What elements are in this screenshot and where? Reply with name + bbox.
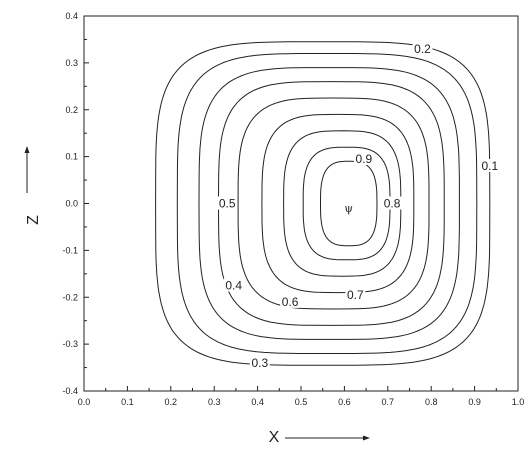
y-tick-label: 0.2 [65,105,78,115]
contours-layer [155,41,491,366]
contour-line-0.5 [237,97,430,310]
contour-line-0.8 [302,146,391,261]
psi-center-label: ψ [344,202,353,215]
contour-label-bg [382,196,403,210]
contour-line-0.1 [155,41,491,366]
x-tick-label: 0.0 [78,397,91,407]
contour-label-bg [345,287,366,301]
contour-label-bg [217,196,238,210]
contour-line-0.6 [261,113,415,294]
y-tick-label: -0.4 [62,386,78,396]
x-tick-label: 0.8 [425,397,438,407]
y-tick-label: 0.1 [65,152,78,162]
contour-label-bg [353,152,374,165]
contour-label-0.9: 0.9 [356,152,373,166]
plot-frame [83,15,519,392]
contour-labels-layer: 0.1 0.2 0.3 0.4 0.5 0.6 0.7 0.8 0.9 [217,41,500,370]
x-tick-label: 1.0 [512,397,525,407]
contour-label-0.2: 0.2 [414,42,431,56]
x-tick-label: 0.2 [165,397,178,407]
x-axis-arrow [285,435,370,441]
contour-label-bg [412,41,433,55]
contour-line-0.3 [198,67,460,340]
contour-label-0.7: 0.7 [347,288,364,302]
y-tick-label: 0.4 [65,11,78,21]
contour-label-0.6: 0.6 [282,295,299,309]
contour-line-0.2 [176,53,478,354]
x-axis-label: X [269,429,280,446]
y-tick-label: 0.0 [65,199,78,209]
y-axis-arrow [24,146,30,193]
contour-line-0.9 [320,160,378,247]
y-axis-label: Z [25,215,42,225]
y-tick-label: 0.3 [65,58,78,68]
x-tick-label: 0.7 [382,397,395,407]
contour-line-0.7 [283,130,402,277]
contour-label-0.8: 0.8 [384,197,401,211]
contour-label-0.5: 0.5 [219,197,236,211]
contour-label-bg [223,278,244,292]
contour-label-0.4: 0.4 [225,279,242,293]
y-tick-label: -0.3 [62,339,78,349]
y-tick-label: -0.2 [62,292,78,302]
contour-label-0.1: 0.1 [481,159,498,173]
contour-label-bg [479,159,500,172]
contour-label-bg [249,355,270,369]
x-tick-label: 0.6 [338,397,351,407]
x-tick-label: 0.1 [121,397,134,407]
x-tick-label: 0.3 [208,397,221,407]
x-tick-label: 0.5 [295,397,308,407]
y-tick-label: -0.1 [62,245,78,255]
x-tick-label: 0.4 [251,397,264,407]
contour-line-0.4 [217,81,445,326]
x-tick-label: 0.9 [468,397,481,407]
ticks-layer: 0.0 0.1 0.2 0.3 0.4 0.5 0.6 0.7 0.8 0.9 1.0 -0.4 -0.… [62,11,524,407]
contour-label-bg [280,294,301,308]
contour-label-0.3: 0.3 [251,356,268,370]
